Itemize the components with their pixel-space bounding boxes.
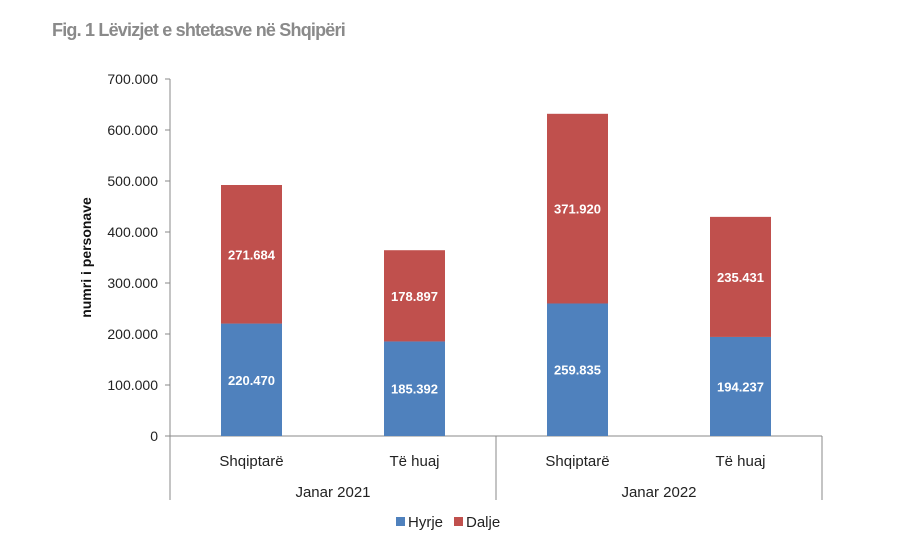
data-label: 194.237 xyxy=(717,379,764,394)
bar-hyrje xyxy=(547,303,608,436)
y-tick-label: 700.000 xyxy=(107,71,158,87)
data-label: 185.392 xyxy=(391,382,438,397)
y-tick-label: 200.000 xyxy=(107,326,158,342)
data-label: 271.684 xyxy=(228,247,276,262)
bar-hyrje xyxy=(221,323,282,436)
x-category-label: Të huaj xyxy=(715,453,765,470)
legend-swatch-dalje xyxy=(454,517,463,526)
data-label: 371.920 xyxy=(554,202,601,217)
x-category-label: Të huaj xyxy=(389,453,439,470)
x-category-label: Shqiptarë xyxy=(219,453,283,470)
data-label: 220.470 xyxy=(228,373,275,388)
legend-swatch-hyrje xyxy=(396,517,405,526)
y-tick-label: 600.000 xyxy=(107,122,158,138)
bar-dalje xyxy=(710,216,771,337)
y-tick-label: 300.000 xyxy=(107,275,158,291)
y-tick-label: 500.000 xyxy=(107,173,158,189)
y-tick-label: 0 xyxy=(150,428,158,444)
y-axis-title: numri i personave xyxy=(78,197,94,318)
data-label: 259.835 xyxy=(554,363,601,378)
y-tick-label: 400.000 xyxy=(107,224,158,240)
x-group-label: Janar 2022 xyxy=(621,484,696,501)
bar-dalje xyxy=(221,185,282,324)
bar-dalje xyxy=(384,250,445,342)
x-group-label: Janar 2021 xyxy=(295,484,370,501)
bar-dalje xyxy=(547,113,608,304)
bar-hyrje xyxy=(710,336,771,436)
legend-label: Hyrje xyxy=(408,514,443,531)
chart-title: Fig. 1 Lëvizjet e shtetasve në Shqipëri xyxy=(52,20,346,40)
y-tick-label: 100.000 xyxy=(107,377,158,393)
x-category-label: Shqiptarë xyxy=(545,453,609,470)
legend-label: Dalje xyxy=(466,514,500,531)
data-label: 178.897 xyxy=(391,289,438,304)
bar-hyrje xyxy=(384,341,445,436)
data-label: 235.431 xyxy=(717,270,764,285)
